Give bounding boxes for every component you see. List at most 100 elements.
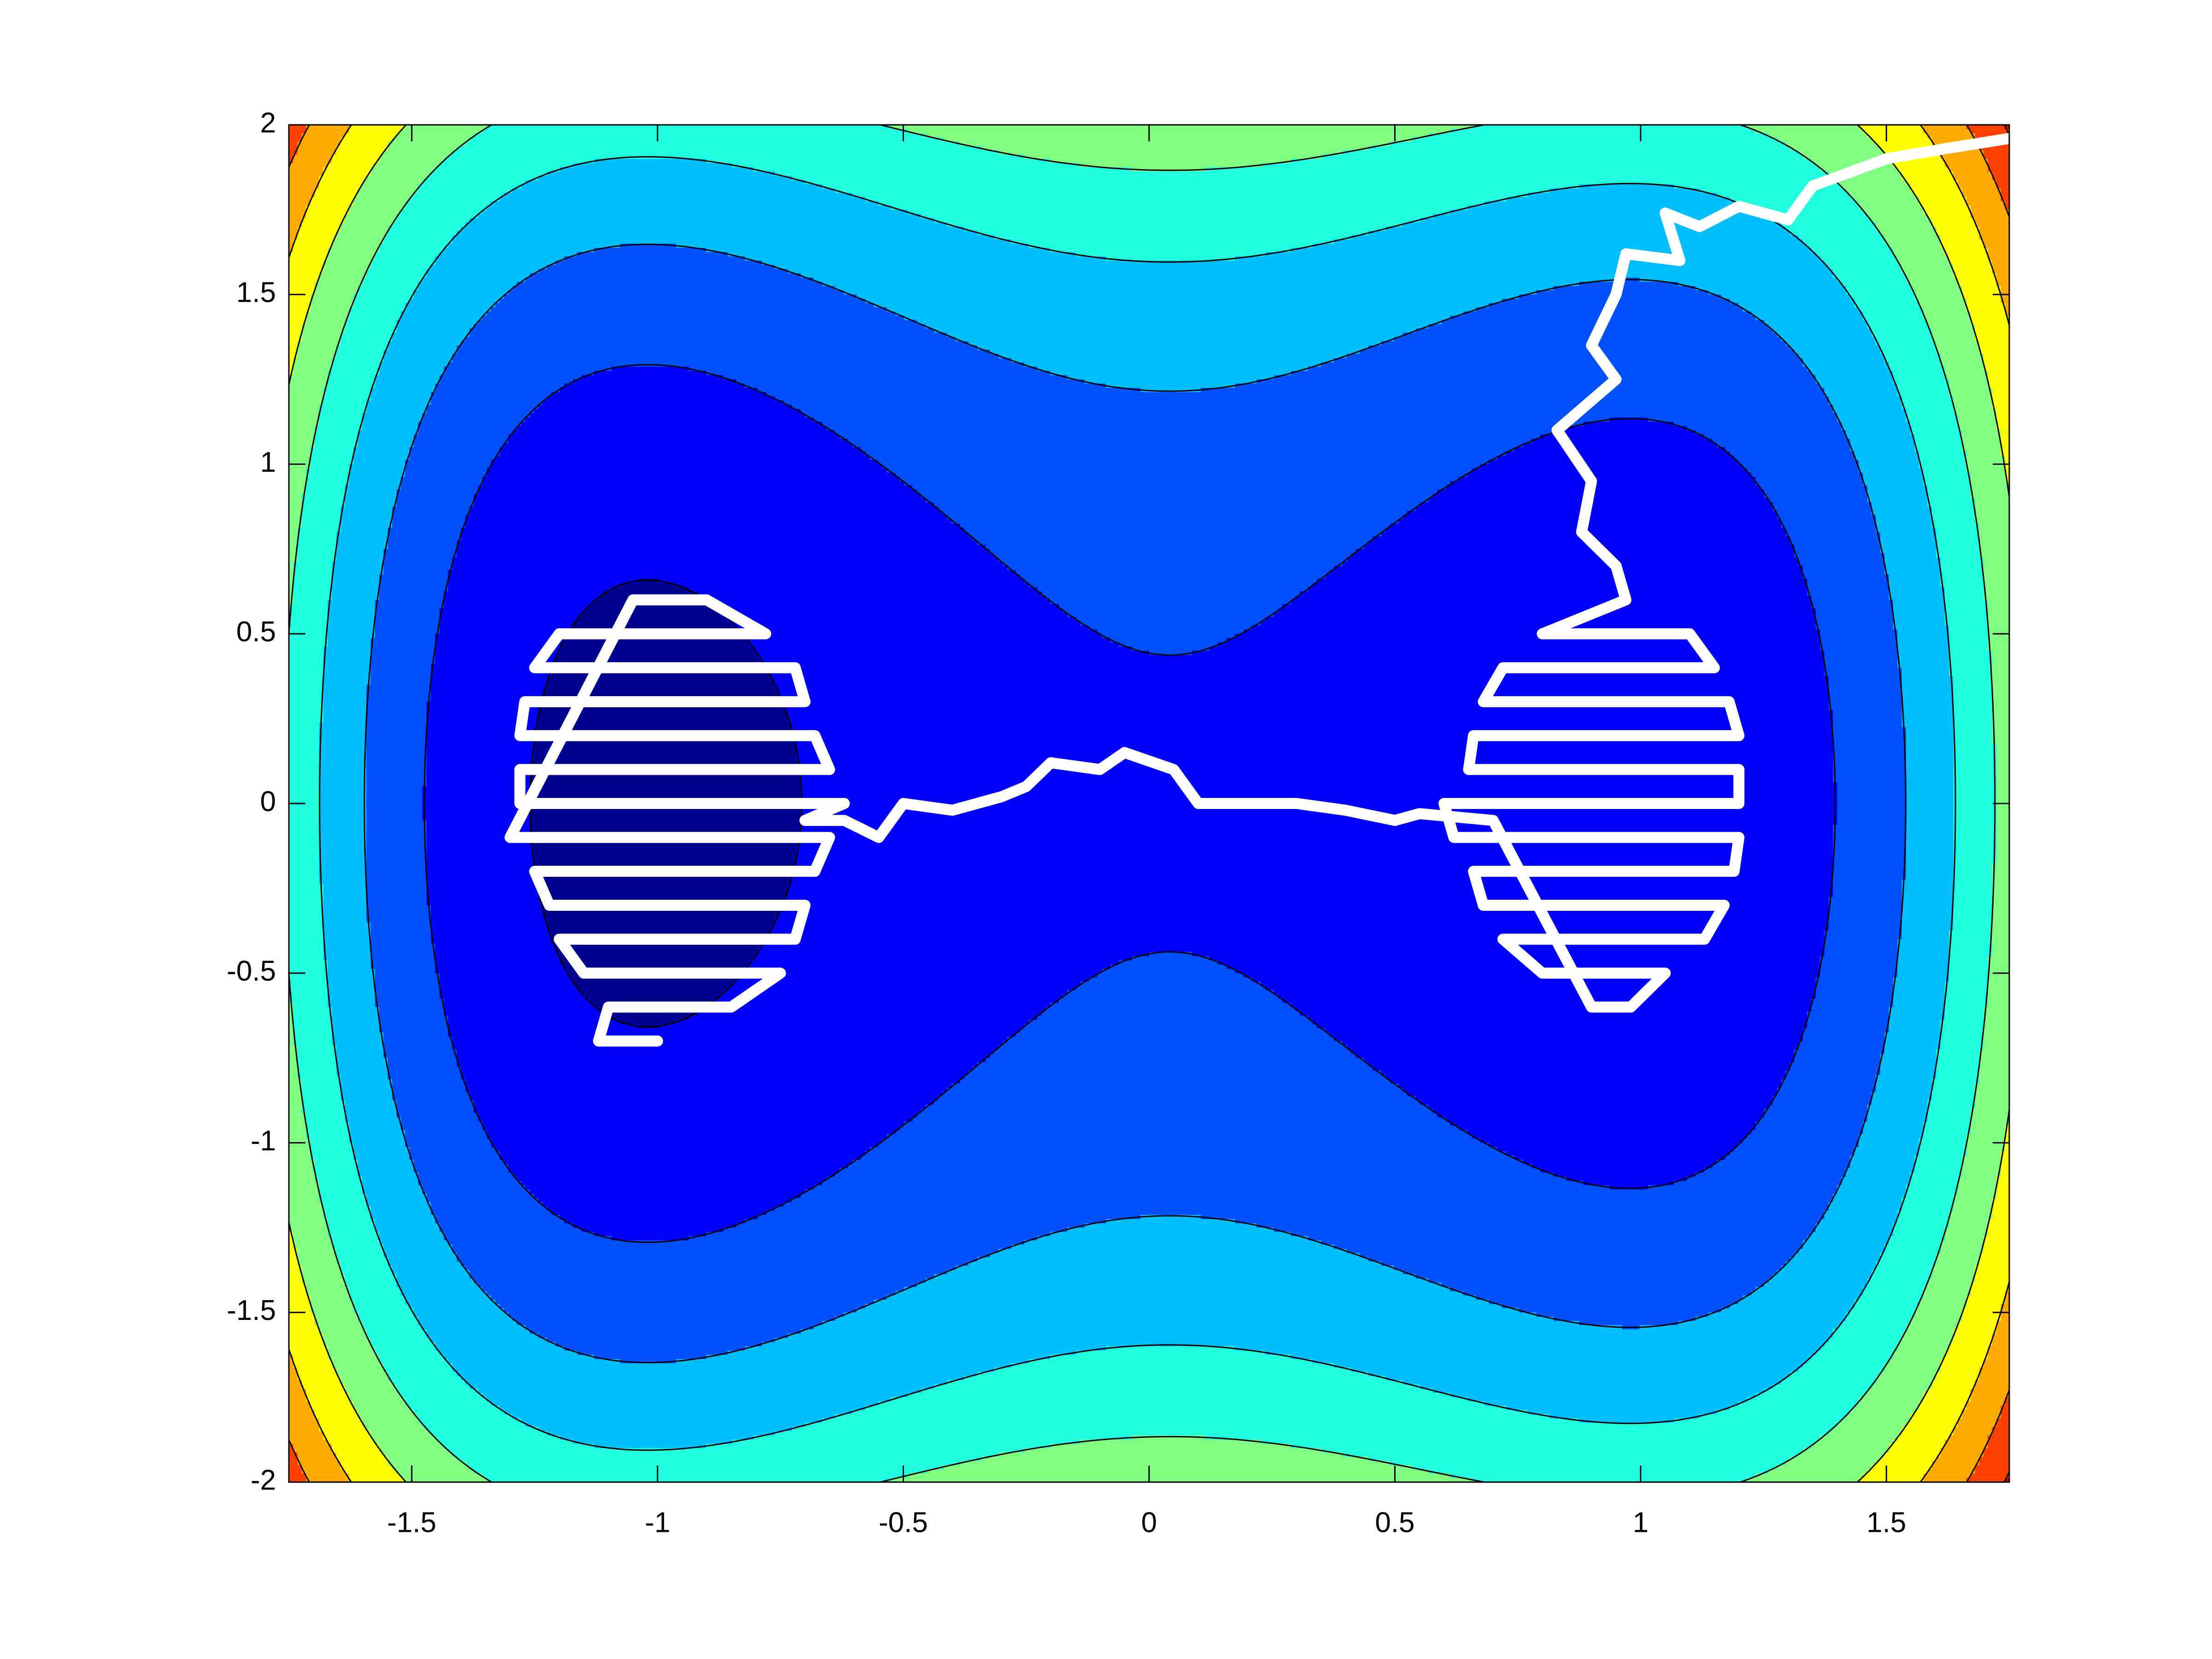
contour-band [1970, 320, 2010, 325]
contour-band [289, 901, 324, 906]
contour-band [289, 952, 324, 957]
contour-band [336, 231, 388, 236]
contour-band [551, 1210, 767, 1215]
contour-band [345, 328, 397, 333]
contour-band [1953, 854, 1997, 859]
contour-band [323, 659, 371, 664]
contour-band [1802, 154, 1889, 159]
contour-band [1876, 341, 1936, 346]
contour-band [289, 396, 324, 401]
contour-band [848, 1164, 1532, 1169]
contour-band [289, 1020, 293, 1025]
contour-band [340, 333, 393, 338]
contour-band [813, 277, 1623, 282]
contour-band [504, 193, 853, 198]
contour-band [1988, 379, 2010, 384]
contour-band [289, 515, 302, 520]
contour-band [306, 1134, 350, 1139]
contour-band [1325, 1028, 1803, 1033]
contour-band [1953, 676, 1993, 681]
contour-band [319, 778, 367, 783]
contour-band [370, 167, 435, 172]
contour-band [293, 583, 332, 588]
contour-band [293, 158, 332, 164]
contour-band [1996, 786, 2010, 791]
contour-band [1910, 422, 1958, 427]
contour-band [358, 1160, 414, 1165]
contour-band [1996, 756, 2010, 762]
contour-band [1893, 252, 1945, 257]
contour-band [1149, 952, 1192, 957]
contour-band [1992, 879, 2010, 885]
contour-band [925, 133, 1429, 138]
contour-band [1394, 337, 1782, 342]
contour-band [1007, 1037, 1334, 1042]
contour-band [345, 1283, 397, 1288]
contour-band [336, 536, 388, 541]
contour-band [289, 1325, 319, 1330]
contour-band [1321, 154, 1803, 159]
contour-band [800, 786, 1838, 791]
contour-band [1846, 1168, 1915, 1173]
contour-band [289, 956, 324, 961]
contour-band [297, 349, 337, 354]
contour-band [323, 909, 367, 915]
contour-band [547, 264, 775, 270]
contour-band [1953, 765, 1997, 770]
contour-band [422, 180, 526, 185]
contour-band [336, 553, 384, 558]
contour-band [482, 1473, 909, 1478]
contour-band [1897, 973, 1949, 978]
contour-band [1747, 468, 1859, 473]
contour-band [1949, 651, 1993, 656]
contour-band [529, 1329, 801, 1334]
contour-band [422, 413, 530, 418]
contour-band [749, 960, 1120, 965]
contour-band [2001, 1410, 2010, 1415]
contour-band [1949, 1210, 1993, 1215]
contour-band [934, 328, 1416, 333]
contour-band [1927, 1108, 1971, 1114]
contour-band [289, 702, 324, 707]
contour-band [1996, 850, 2010, 855]
contour-band [315, 1410, 358, 1415]
contour-band [560, 642, 750, 647]
contour-band [1820, 383, 1898, 388]
contour-band [362, 1181, 418, 1186]
contour-band [289, 1473, 306, 1478]
contour-band [538, 706, 784, 711]
contour-band [336, 1062, 388, 1067]
contour-band [1863, 481, 1924, 486]
contour-band [465, 1083, 952, 1088]
contour-band [1785, 1261, 1877, 1266]
contour-band [581, 612, 724, 617]
contour-band [1914, 1308, 1962, 1313]
contour-band [1949, 1435, 1988, 1440]
contour-band [289, 1227, 328, 1232]
contour-band [1910, 426, 1958, 431]
contour-band [289, 226, 298, 231]
contour-band [1901, 926, 1954, 931]
contour-band [487, 1130, 896, 1135]
contour-band [1901, 718, 1954, 723]
contour-band [289, 243, 293, 248]
contour-band [328, 960, 371, 965]
contour-band [289, 875, 319, 880]
contour-band [422, 812, 530, 817]
contour-band [379, 370, 444, 375]
contour-band [448, 154, 1025, 159]
contour-band [366, 829, 427, 834]
contour-band [289, 774, 319, 779]
contour-band [297, 528, 341, 533]
contour-band [1291, 158, 1812, 164]
contour-band [289, 154, 293, 159]
contour-band [2001, 1160, 2010, 1165]
contour-band [349, 1473, 401, 1478]
contour-band [968, 532, 1382, 537]
contour-band [345, 1117, 401, 1122]
contour-band [774, 1337, 1829, 1342]
contour-band [289, 1287, 306, 1292]
contour-band [796, 756, 1833, 762]
contour-band [345, 489, 397, 494]
contour-band [749, 964, 1111, 969]
